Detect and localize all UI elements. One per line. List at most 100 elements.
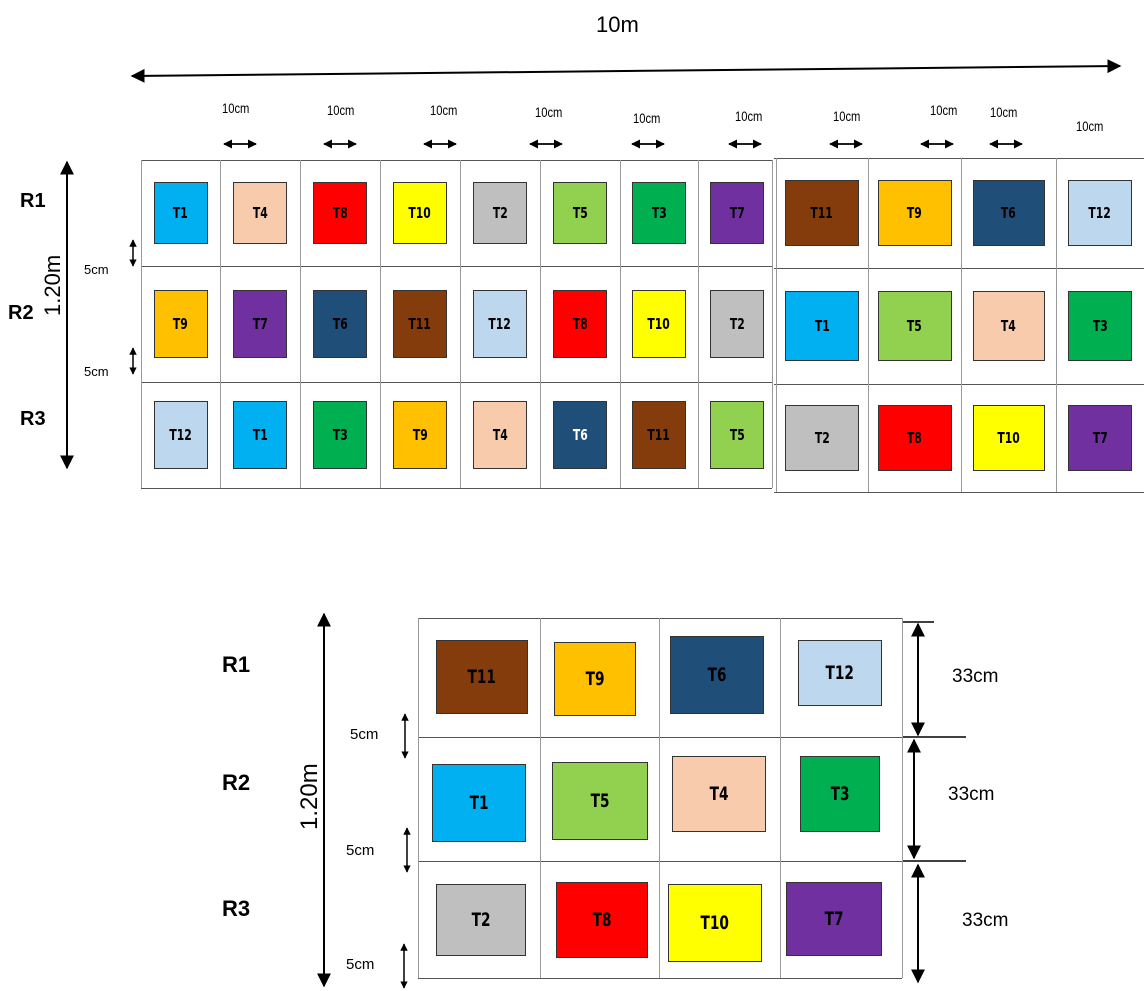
plot-tile-label: T10 xyxy=(408,204,432,222)
grid-line xyxy=(418,618,902,619)
grid-line xyxy=(620,160,621,488)
plot-tile-label: T10 xyxy=(997,429,1020,447)
plot-tile-label: T1 xyxy=(173,204,188,222)
plot-tile-label: T8 xyxy=(592,909,612,931)
grid-line xyxy=(141,160,142,488)
plot-tile-t9: T9 xyxy=(153,290,208,358)
plot-tile-label: T8 xyxy=(332,204,348,222)
plot-tile-label: T9 xyxy=(173,315,188,333)
plot-tile-label: T8 xyxy=(572,315,588,333)
grid-line xyxy=(776,158,777,492)
plot-tile-t3: T3 xyxy=(1068,291,1132,361)
grid-line xyxy=(772,160,773,488)
plot-tile-t11: T11 xyxy=(393,290,447,358)
spacing-label: 10cm xyxy=(535,104,563,120)
grid-line xyxy=(774,158,1144,159)
plot-tile-label: T12 xyxy=(488,315,512,333)
grid-line xyxy=(1056,158,1057,492)
spacing-label: 10cm xyxy=(833,108,861,124)
top-row-label-r2: R2 xyxy=(8,302,34,324)
top-row-gap-label: 5cm xyxy=(84,364,109,379)
plot-tile-t2: T2 xyxy=(785,405,859,471)
bottom-row-label-r1: R1 xyxy=(222,652,251,677)
plot-tile-t12: T12 xyxy=(1068,180,1132,246)
plot-tile-label: T11 xyxy=(810,204,834,222)
plot-tile-label: T5 xyxy=(572,204,588,222)
grid-line xyxy=(418,737,902,738)
plot-tile-t1: T1 xyxy=(153,182,208,244)
plot-tile-t4: T4 xyxy=(672,756,766,832)
spacing-label: 10cm xyxy=(735,108,763,124)
plot-tile-label: T7 xyxy=(1092,429,1108,447)
plot-tile-label: T12 xyxy=(169,426,192,444)
plot-tile-label: T10 xyxy=(700,912,730,934)
plot-tile-t6: T6 xyxy=(670,636,764,714)
grid-line xyxy=(380,160,381,488)
plot-tile-t4: T4 xyxy=(233,182,287,244)
plot-tile-label: T12 xyxy=(1088,204,1112,222)
plot-tile-t10: T10 xyxy=(668,884,762,962)
plot-tile-t5: T5 xyxy=(877,291,952,361)
plot-tile-t11: T11 xyxy=(632,401,686,469)
plot-tile-label: T8 xyxy=(907,429,922,447)
plot-tile-label: T12 xyxy=(825,662,855,684)
grid-line xyxy=(774,384,1144,385)
plot-tile-label: T2 xyxy=(814,429,830,447)
bottom-row-height-label: 33cm xyxy=(948,784,995,805)
grid-line xyxy=(300,160,301,488)
grid-line xyxy=(868,158,869,492)
plot-tile-t1: T1 xyxy=(432,764,526,842)
plot-tile-t1: T1 xyxy=(785,291,859,361)
plot-tile-label: T11 xyxy=(467,666,497,688)
plot-tile-t11: T11 xyxy=(436,640,528,714)
plot-tile-label: T6 xyxy=(572,426,588,444)
plot-tile-label: T1 xyxy=(814,317,830,335)
plot-tile-label: T9 xyxy=(585,668,605,690)
grid-line xyxy=(540,618,541,978)
plot-tile-t6: T6 xyxy=(972,180,1045,246)
plot-tile-t5: T5 xyxy=(710,401,764,469)
plot-tile-label: T5 xyxy=(590,790,610,812)
grid-line xyxy=(780,618,781,978)
plot-tile-label: T4 xyxy=(709,783,729,805)
plot-tile-label: T5 xyxy=(729,426,745,444)
plot-tile-t12: T12 xyxy=(798,640,882,706)
grid-line xyxy=(961,158,962,492)
plot-tile-label: T3 xyxy=(651,204,667,222)
plot-tile-t7: T7 xyxy=(1068,405,1132,471)
plot-tile-label: T11 xyxy=(408,315,432,333)
plot-tile-t8: T8 xyxy=(877,405,952,471)
plot-tile-t3: T3 xyxy=(800,756,880,832)
plot-tile-label: T4 xyxy=(1001,317,1016,335)
grid-line xyxy=(141,488,772,489)
plot-tile-t3: T3 xyxy=(632,182,686,244)
grid-line xyxy=(774,268,1144,269)
plot-tile-t10: T10 xyxy=(393,182,447,244)
grid-line xyxy=(141,382,772,383)
spacing-label: 10cm xyxy=(222,100,250,116)
spacing-label: 10cm xyxy=(430,102,458,118)
top-row-gap-label: 5cm xyxy=(84,262,109,277)
plot-tile-label: T4 xyxy=(252,204,268,222)
plot-tile-t2: T2 xyxy=(436,884,526,956)
grid-line xyxy=(902,618,903,978)
grid-line xyxy=(540,160,541,488)
bottom-row-height-label: 33cm xyxy=(962,910,1009,931)
plot-tile-label: T11 xyxy=(647,426,671,444)
plot-tile-t4: T4 xyxy=(473,401,527,469)
plot-tile-t10: T10 xyxy=(632,290,686,358)
plot-tile-t4: T4 xyxy=(972,291,1045,361)
spacing-label: 10cm xyxy=(1076,118,1104,134)
plot-tile-label: T9 xyxy=(907,204,922,222)
plot-tile-label: T4 xyxy=(492,426,508,444)
plot-tile-label: T7 xyxy=(824,908,844,930)
top-width-label: 10m xyxy=(596,12,639,37)
grid-line xyxy=(460,160,461,488)
plot-tile-t12: T12 xyxy=(153,401,208,469)
plot-tile-t5: T5 xyxy=(552,762,648,840)
bottom-height-label: 1.20m xyxy=(296,763,323,830)
plot-tile-t9: T9 xyxy=(554,642,636,716)
plot-tile-t6: T6 xyxy=(313,290,367,358)
